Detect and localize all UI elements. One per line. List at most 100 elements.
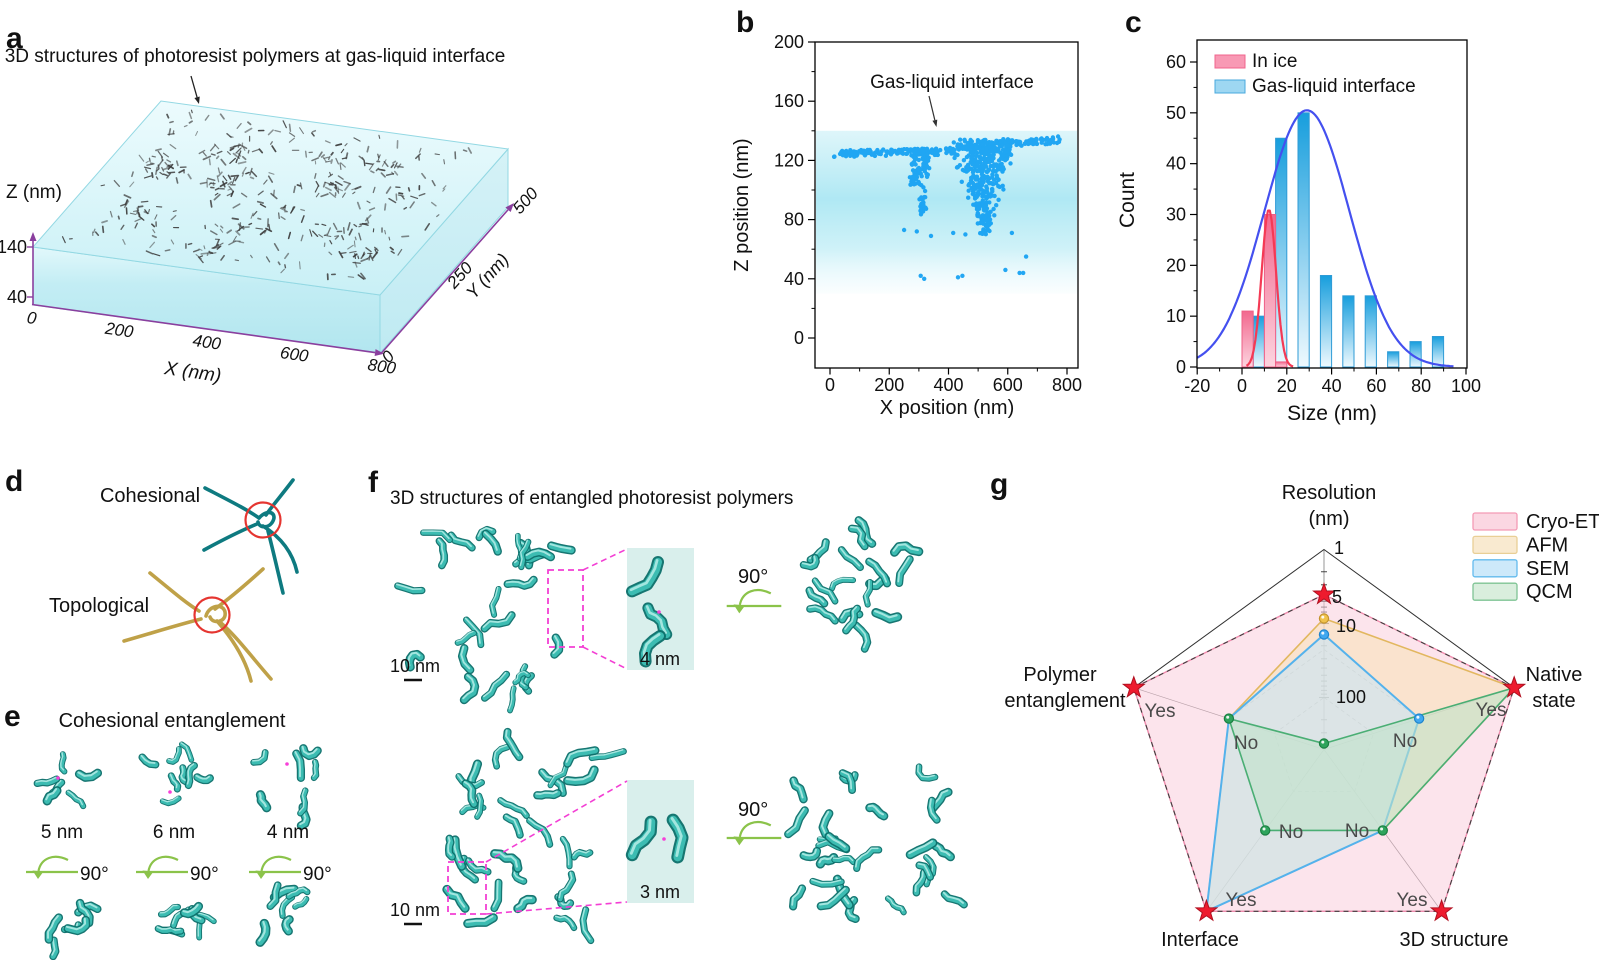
panel-letter-g: g bbox=[990, 468, 1008, 501]
axis-interface: Interface bbox=[1161, 929, 1239, 951]
blob-6nm-rotated bbox=[154, 901, 217, 941]
panel-b-canvas: 0 40 80 120 160 200 0 200 400 600 800 b Gas-liquid… bbox=[731, 6, 1082, 419]
svg-text:In ice: In ice bbox=[1252, 51, 1297, 72]
scale-tick-1: 1 bbox=[1334, 538, 1344, 558]
svg-text:X (nm): X (nm) bbox=[162, 358, 222, 387]
panel-letter-a: a bbox=[6, 22, 23, 55]
svg-text:100: 100 bbox=[1451, 376, 1481, 396]
svg-text:200: 200 bbox=[774, 32, 804, 52]
bars-gas-liquid bbox=[1252, 112, 1445, 368]
legend: In ice Gas-liquid interface bbox=[1214, 51, 1416, 97]
fit-curve-gas-liquid bbox=[1196, 109, 1454, 368]
interface-band bbox=[816, 130, 1077, 294]
inset-bottom-size-label: 3 nm bbox=[640, 882, 680, 902]
yes-polymer: Yes bbox=[1145, 701, 1176, 722]
rotation-label-top: 90° bbox=[738, 566, 768, 588]
rotation-arrow-1 bbox=[26, 855, 78, 879]
radar-markers-qcm bbox=[1223, 713, 1388, 836]
radar-markers-cryo-et bbox=[1121, 581, 1527, 922]
panel-letter-e: e bbox=[4, 700, 21, 733]
svg-text:10: 10 bbox=[1166, 306, 1186, 326]
svg-text:0: 0 bbox=[1237, 376, 1247, 396]
blob-4nm bbox=[250, 744, 322, 831]
inset-top-size-label: 4 nm bbox=[640, 649, 680, 669]
axis-native-state-line2: state bbox=[1532, 690, 1575, 712]
rotation-label-bottom: 90° bbox=[738, 799, 768, 821]
svg-text:0: 0 bbox=[825, 375, 835, 395]
structure-top-left bbox=[394, 525, 576, 714]
svg-text:400: 400 bbox=[191, 331, 222, 354]
rotation-label-1: 90° bbox=[80, 864, 109, 885]
cohesional-blobs-art bbox=[26, 741, 322, 960]
svg-text:20: 20 bbox=[1166, 255, 1186, 275]
svg-text:Gas-liquid interface: Gas-liquid interface bbox=[1252, 76, 1416, 97]
z-axis-label: Z (nm) bbox=[6, 182, 62, 203]
cohesional-knot-circle bbox=[244, 501, 282, 539]
panel-letter-c: c bbox=[1125, 6, 1142, 39]
svg-text:120: 120 bbox=[774, 150, 804, 170]
panel-a-title: 3D structures of photoresist polymers at… bbox=[5, 46, 506, 67]
panel-letter-b: b bbox=[736, 6, 754, 39]
axis-native-state-line1: Native bbox=[1526, 664, 1583, 686]
svg-text:40: 40 bbox=[784, 269, 804, 289]
interface-annotation: Gas-liquid interface bbox=[870, 72, 1034, 93]
panel-f: f 3D structures of entangled photoresist… bbox=[360, 440, 980, 960]
scale-label-bottom: 10 nm bbox=[390, 900, 440, 920]
blob-4nm-rotated bbox=[255, 881, 311, 947]
rotation-arrow-top bbox=[726, 589, 782, 614]
svg-text:0: 0 bbox=[794, 328, 804, 348]
blob-5nm-rotated bbox=[44, 898, 102, 960]
panel-d-canvas: d Cohesional Topological bbox=[5, 465, 299, 683]
z-tick-140: 140 bbox=[0, 237, 27, 257]
yes-interface: Yes bbox=[1226, 890, 1257, 911]
svg-text:200: 200 bbox=[874, 375, 904, 395]
blob-6nm bbox=[138, 741, 214, 807]
scale-tick-10: 10 bbox=[1336, 616, 1356, 636]
x-axis-title: X position (nm) bbox=[880, 397, 1015, 419]
svg-text:400: 400 bbox=[933, 375, 963, 395]
svg-text:160: 160 bbox=[774, 91, 804, 111]
panel-f-title: 3D structures of entangled photoresist p… bbox=[390, 488, 793, 509]
polymer-structures-art bbox=[394, 516, 968, 945]
axes-frame: 0 40 80 120 160 200 0 200 400 600 800 bbox=[774, 32, 1082, 395]
svg-text:20: 20 bbox=[1277, 376, 1297, 396]
structure-bottom-left bbox=[442, 727, 627, 945]
panel-b: 0 40 80 120 160 200 0 200 400 600 800 b Gas-liquid… bbox=[700, 0, 1100, 440]
inset-top-blob bbox=[626, 556, 673, 668]
y-axis-title: Z position (nm) bbox=[731, 138, 753, 271]
svg-text:40: 40 bbox=[1166, 154, 1186, 174]
axis-resolution-line2: (nm) bbox=[1308, 508, 1349, 530]
axis-3d-structure: 3D structure bbox=[1400, 929, 1509, 951]
fit-curve-in-ice bbox=[1245, 209, 1294, 368]
svg-text:800: 800 bbox=[1052, 375, 1082, 395]
y-axis-title: Count bbox=[1116, 172, 1139, 228]
radar-markers-sem bbox=[1318, 629, 1425, 724]
scale-label-top: 10 nm bbox=[390, 656, 440, 676]
panel-a: 0 200 400 600 800 X (nm) 0 250 500 Y (nm) a 3D st… bbox=[0, 0, 700, 440]
structure-bottom-right bbox=[784, 763, 968, 923]
radar-markers-afm bbox=[1318, 613, 1330, 624]
radar-series-qcm bbox=[1227, 686, 1517, 832]
axis-polymer-line2: entanglement bbox=[1004, 690, 1126, 712]
rotation-arrow-2 bbox=[136, 855, 188, 879]
zoom-callout-bottom bbox=[447, 780, 628, 915]
no-interface: No bbox=[1279, 822, 1303, 843]
svg-text:-20: -20 bbox=[1184, 376, 1210, 396]
svg-text:0: 0 bbox=[26, 308, 39, 328]
blob-5nm bbox=[33, 751, 103, 810]
cohesional-strands bbox=[202, 478, 299, 595]
inset-bottom-blob bbox=[625, 813, 689, 864]
no-3d: No bbox=[1345, 821, 1369, 842]
polymer-specks bbox=[61, 109, 472, 281]
rotation-label-2: 90° bbox=[190, 864, 219, 885]
svg-text:Cryo-ET: Cryo-ET bbox=[1526, 511, 1599, 533]
panel-d: d Cohesional Topological bbox=[0, 440, 360, 702]
panel-f-canvas: f 3D structures of entangled photoresist… bbox=[368, 466, 968, 945]
z-tick-40: 40 bbox=[7, 287, 27, 307]
x-axis-title: Size (nm) bbox=[1287, 402, 1377, 425]
